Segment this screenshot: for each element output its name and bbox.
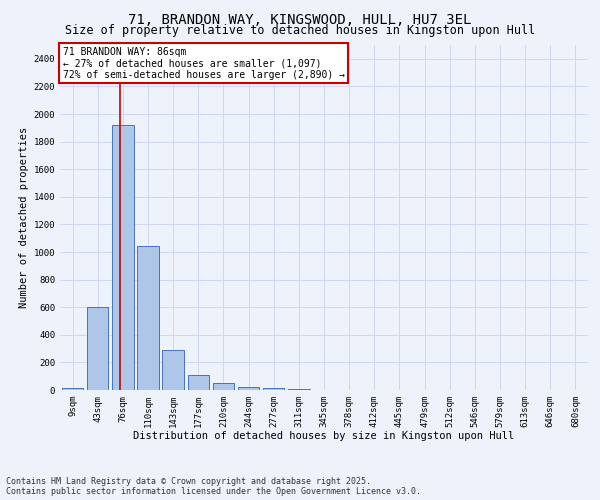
Bar [263,388,284,390]
Text: Contains HM Land Registry data © Crown copyright and database right 2025.
Contai: Contains HM Land Registry data © Crown c… [6,476,421,496]
Bar [62,388,83,390]
Text: Size of property relative to detached houses in Kingston upon Hull: Size of property relative to detached ho… [65,24,535,37]
Bar [238,387,259,390]
Bar [112,125,134,390]
Bar [188,375,209,390]
Bar [137,246,158,390]
X-axis label: Distribution of detached houses by size in Kingston upon Hull: Distribution of detached houses by size … [133,432,515,442]
Y-axis label: Number of detached properties: Number of detached properties [19,127,29,308]
Bar [213,384,234,390]
Bar [163,350,184,390]
Bar [87,307,109,390]
Text: 71 BRANDON WAY: 86sqm
← 27% of detached houses are smaller (1,097)
72% of semi-d: 71 BRANDON WAY: 86sqm ← 27% of detached … [62,46,344,80]
Text: 71, BRANDON WAY, KINGSWOOD, HULL, HU7 3EL: 71, BRANDON WAY, KINGSWOOD, HULL, HU7 3E… [128,12,472,26]
